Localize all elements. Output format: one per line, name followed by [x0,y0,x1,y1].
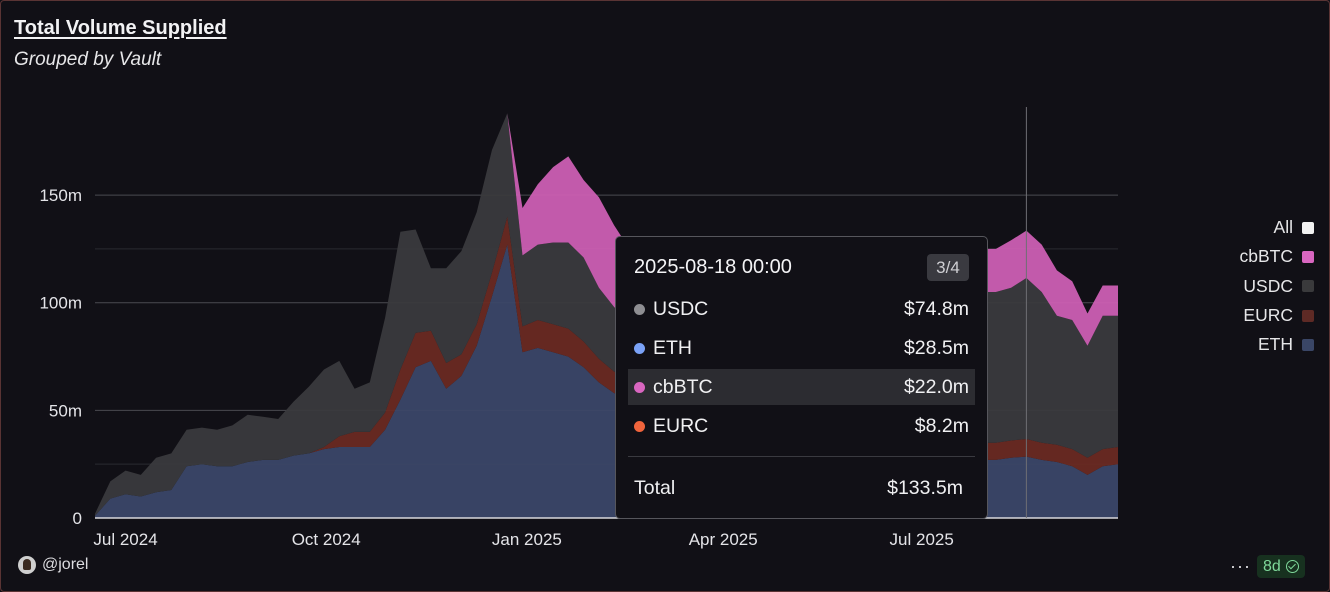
chart-title[interactable]: Total Volume Supplied [14,17,227,39]
tooltip-page-badge[interactable]: 3/4 [927,254,969,281]
legend-item-usdc[interactable]: USDC [1240,272,1314,301]
y-tick-label: 50m [49,401,82,420]
legend-item-eurc[interactable]: EURC [1240,301,1314,330]
tooltip-series-value: $74.8m [903,297,969,320]
tooltip-series-value: $8.2m [914,414,969,437]
legend-item-all[interactable]: All [1240,213,1314,242]
tooltip-row-eth: ETH $28.5m [628,330,975,366]
legend: All cbBTC USDC EURC ETH [1240,213,1314,359]
area-usdc[interactable] [95,113,1118,516]
legend-label: All [1273,217,1293,238]
legend-item-cbbtc[interactable]: cbBTC [1240,242,1314,271]
refresh-age-label: 8d [1263,557,1281,575]
series-dot [634,342,645,354]
tooltip-series-name: USDC [653,297,709,320]
legend-label: USDC [1243,275,1293,296]
tooltip-total-label: Total [634,477,676,499]
legend-swatch [1302,280,1314,293]
legend-swatch [1302,250,1314,263]
x-tick-label: Jan 2025 [492,530,562,549]
tooltip-series-name: cbBTC [653,375,713,398]
tooltip-series-value: $28.5m [903,336,969,359]
chart-subtitle: Grouped by Vault [14,49,162,70]
author-name[interactable]: @jorel [42,556,89,573]
legend-item-eth[interactable]: ETH [1240,330,1314,359]
x-tick-label: Jul 2024 [93,530,157,549]
legend-swatch [1302,338,1314,351]
x-tick-label: Jul 2025 [890,530,954,549]
legend-swatch [1302,221,1314,234]
tooltip-series-value: $22.0m [903,375,969,398]
area-eurc[interactable] [95,216,1118,516]
tooltip-date: 2025-08-18 00:00 [634,256,792,278]
series-dot [634,303,645,315]
check-circle-icon [1285,560,1299,573]
avatar[interactable] [18,556,36,574]
author[interactable]: @jorel [18,556,88,574]
legend-label: EURC [1243,305,1293,326]
tooltip-total-value: $133.5m [887,477,963,499]
tooltip-row-cbbtc: cbBTC $22.0m [628,369,975,405]
more-options-icon[interactable]: ··· [1230,556,1251,576]
series-dot [634,381,645,393]
tooltip-row-usdc: USDC $74.8m [628,291,975,327]
series-dot [634,420,645,432]
tooltip-total-row: Total $133.5m [634,477,969,500]
tooltip-row-eurc: EURC $8.2m [628,408,975,444]
legend-swatch [1302,309,1314,322]
legend-label: cbBTC [1239,246,1293,267]
chart-tooltip: 2025-08-18 00:00 3/4 USDC $74.8m ETH $28.5m… [615,236,988,519]
y-tick-label: 100m [39,294,82,313]
y-tick-label: 150m [39,186,82,205]
tooltip-series-name: EURC [653,414,709,437]
refresh-age-badge[interactable]: 8d [1257,555,1305,578]
y-tick-label: 0 [73,509,82,528]
x-tick-label: Oct 2024 [292,530,361,549]
tooltip-divider [628,456,975,457]
x-tick-label: Apr 2025 [689,530,758,549]
legend-label: ETH [1258,334,1293,355]
tooltip-series-name: ETH [653,336,692,359]
